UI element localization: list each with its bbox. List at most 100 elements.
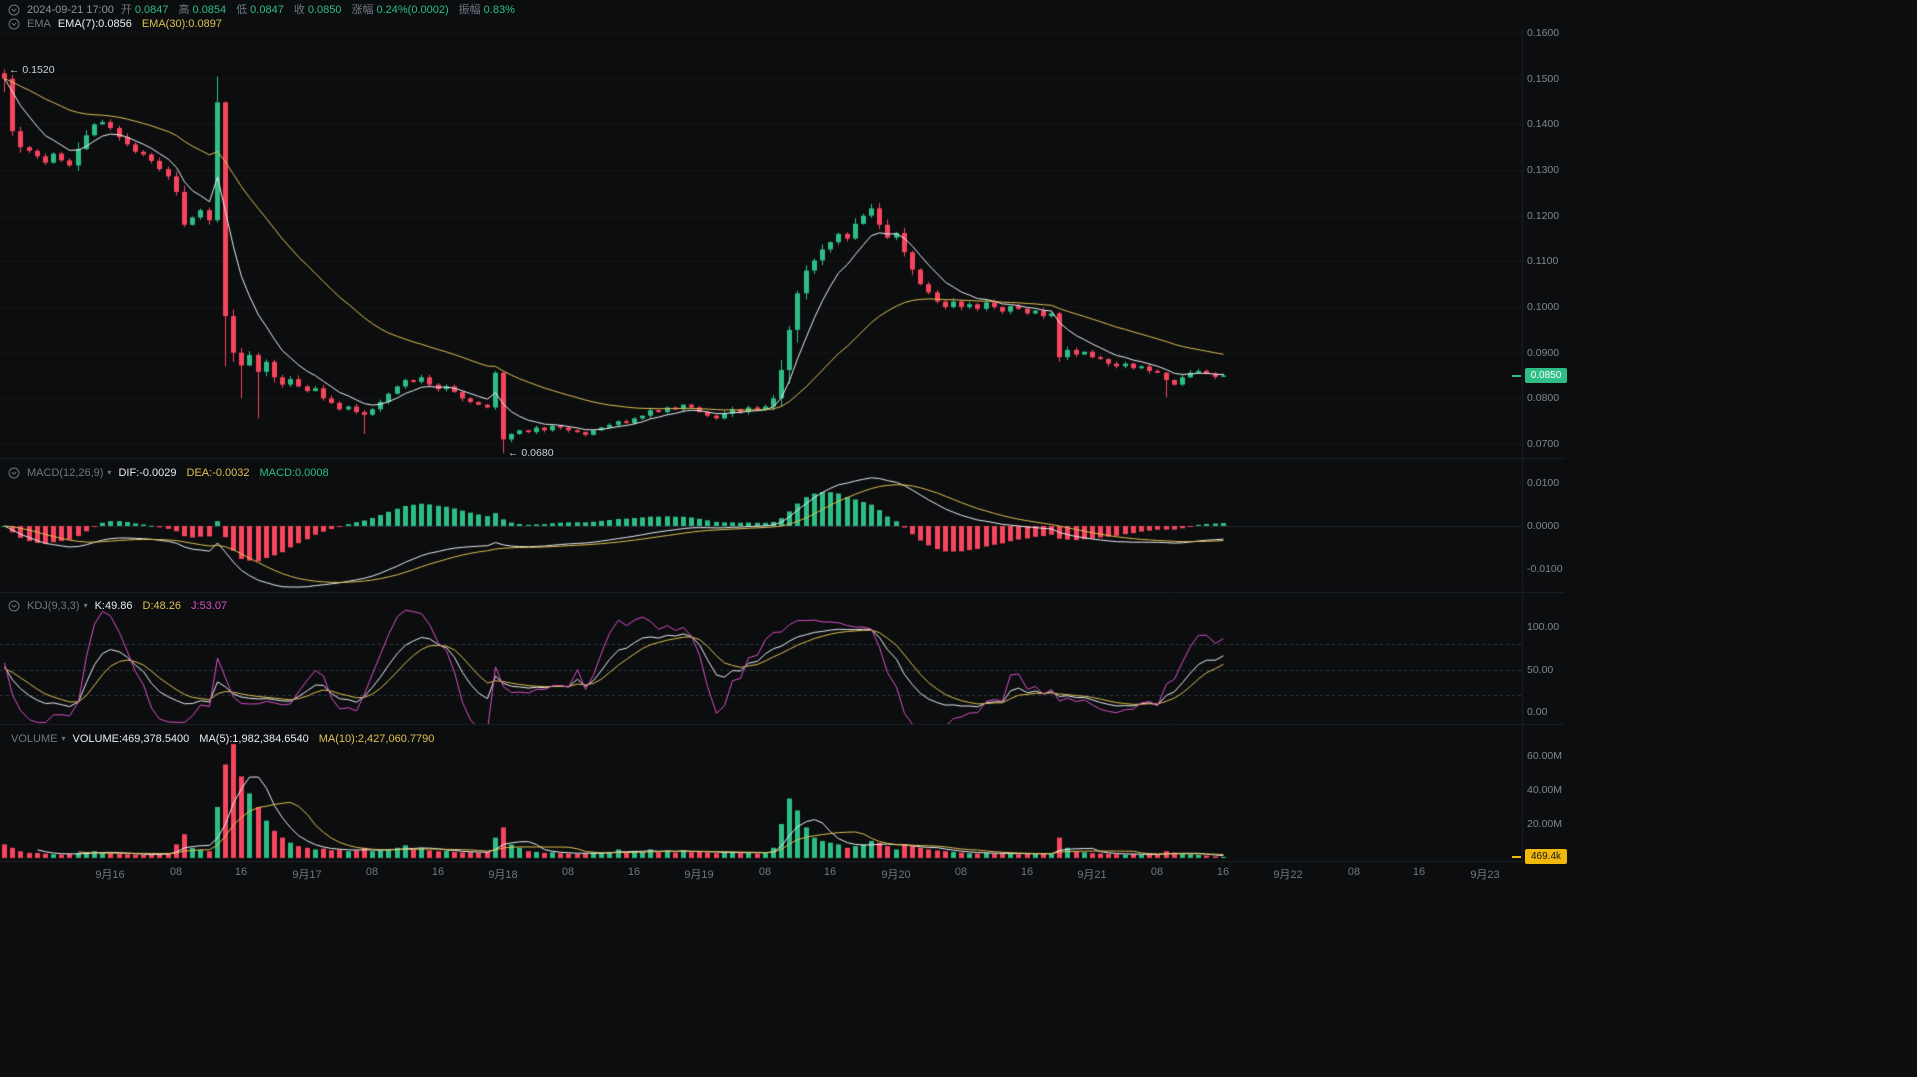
- axis-tick-label: 60.00M: [1527, 750, 1563, 762]
- indicator-value: K:49.86: [94, 600, 133, 612]
- kdj-indicator-label[interactable]: KDJ(9,3,3): [27, 600, 80, 612]
- ohlc-field-value: 0.83%: [483, 4, 515, 16]
- ema-indicator-label[interactable]: EMA: [27, 18, 51, 30]
- axis-tick-label: 50.00: [1527, 663, 1554, 676]
- indicator-value: MACD:0.0008: [259, 467, 329, 479]
- ohlc-field: 低 0.0847: [236, 3, 284, 17]
- ohlc-field: 收 0.0850: [294, 3, 342, 17]
- last-volume-badge: 469.4k: [1525, 849, 1567, 865]
- indicator-value: MA(10):2,427,060.7790: [318, 733, 435, 745]
- time-axis-label: 9月22: [1273, 869, 1303, 881]
- ohlc-fields: 开 0.0847 高 0.0854 低 0.0847 收 0.0850 涨幅 0.24%(0.00…: [121, 3, 515, 17]
- time-axis-label: 08: [365, 866, 379, 878]
- time-axis-label: 08: [954, 866, 968, 878]
- time-axis-label: 9月23: [1470, 869, 1500, 881]
- indicator-value: VOLUME:469,378.5400: [72, 733, 190, 745]
- caret-down-icon[interactable]: ▾: [83, 601, 88, 610]
- axis-tick-label: 20.00M: [1527, 818, 1563, 830]
- ohlc-field-value: 0.0847: [250, 4, 284, 16]
- last-price-tick-mark: [1512, 374, 1521, 377]
- indicator-value: MA(5):1,982,384.6540: [199, 733, 309, 745]
- caret-down-icon[interactable]: ▾: [107, 468, 112, 477]
- volume-legend-row: VOLUME ▾ VOLUME:469,378.5400 MA(5):1,982,…: [11, 732, 434, 746]
- ohlc-field-label: 涨幅: [351, 4, 374, 16]
- volume-indicator-label[interactable]: VOLUME: [11, 733, 58, 745]
- ohlc-header-row: 2024-09-21 17:00 开 0.0847 高 0.0854 低 0.0847 收 0…: [8, 3, 515, 17]
- ohlc-field-label: 低: [236, 4, 248, 16]
- time-axis-label: 16: [1020, 866, 1034, 878]
- time-axis-label: 16: [1216, 866, 1230, 878]
- caret-down-icon[interactable]: ▾: [61, 734, 66, 743]
- axis-tick-label: 0.1500: [1527, 72, 1560, 85]
- indicator-settings-icon[interactable]: [8, 467, 20, 479]
- kdj-values: K:49.86 D:48.26 J:53.07: [95, 599, 228, 613]
- macd-legend-row: MACD(12,26,9) ▾ DIF:-0.0029 DEA:-0.0032 MA…: [8, 466, 329, 480]
- time-axis-label: 08: [561, 866, 575, 878]
- last-volume-tick-mark: [1512, 856, 1521, 859]
- indicator-value: DIF:-0.0029: [118, 467, 177, 479]
- time-axis-label: 16: [234, 866, 248, 878]
- axis-tick-label: 0.1000: [1527, 301, 1560, 313]
- axis-tick-label: 0.0100: [1527, 477, 1560, 489]
- axis-tick-label: 0.1200: [1527, 209, 1560, 222]
- ohlc-field-value: 0.24%(0.0002): [376, 4, 449, 16]
- time-axis-label: 16: [1412, 866, 1426, 878]
- time-axis-label: 9月21: [1077, 869, 1107, 881]
- indicator-value: D:48.26: [142, 600, 182, 612]
- axis-tick-label: 0.0800: [1527, 392, 1560, 405]
- axis-tick-label: 0.0000: [1527, 520, 1560, 532]
- ohlc-field: 开 0.0847: [121, 3, 169, 17]
- indicator-value: DEA:-0.0032: [186, 467, 250, 479]
- price-annotation: ← 0.1520: [9, 63, 55, 76]
- axis-tick-label: 0.0900: [1527, 346, 1560, 359]
- time-axis-label: 08: [758, 866, 772, 878]
- indicator-settings-icon[interactable]: [8, 600, 20, 612]
- axis-tick-label: 0.0700: [1527, 438, 1560, 450]
- time-axis-label: 16: [823, 866, 837, 878]
- price-annotation: ← 0.0680: [508, 447, 554, 460]
- kdj-legend-row: KDJ(9,3,3) ▾ K:49.86 D:48.26 J:53.07: [8, 599, 227, 613]
- macd-values: DIF:-0.0029 DEA:-0.0032 MACD:0.0008: [118, 466, 328, 480]
- ohlc-field: 涨幅 0.24%(0.0002): [351, 3, 448, 17]
- ohlc-field-value: 0.0854: [192, 4, 227, 16]
- axis-tick-label: 0.1600: [1527, 27, 1560, 39]
- axis-tick-label: 0.1400: [1527, 118, 1560, 131]
- ema-values: EMA(7):0.0856 EMA(30):0.0897: [58, 17, 222, 31]
- axis-tick-label: 0.1100: [1527, 255, 1559, 268]
- ohlc-field-label: 开: [120, 4, 132, 16]
- time-axis-label: 08: [169, 866, 183, 878]
- ema-legend-row: EMA EMA(7):0.0856 EMA(30):0.0897: [8, 17, 222, 31]
- ohlc-field: 振幅 0.83%: [459, 3, 515, 17]
- axis-tick-label: 40.00M: [1527, 784, 1563, 796]
- macd-indicator-label[interactable]: MACD(12,26,9): [27, 467, 104, 479]
- time-axis-label: 08: [1150, 866, 1164, 878]
- indicator-value: J:53.07: [191, 600, 228, 612]
- ohlc-field-label: 收: [293, 4, 305, 16]
- ohlc-field-value: 0.0850: [307, 4, 342, 16]
- collapse-chevron-icon[interactable]: [8, 4, 20, 16]
- time-axis-label: 16: [627, 866, 641, 878]
- indicator-value: EMA(7):0.0856: [57, 18, 132, 30]
- time-axis-label: 9月17: [292, 869, 322, 881]
- ohlc-field: 高 0.0854: [179, 3, 227, 17]
- time-axis-label: 9月16: [95, 869, 125, 881]
- candle-timestamp: 2024-09-21 17:00: [27, 4, 114, 16]
- axis-tick-label: -0.0100: [1527, 563, 1563, 575]
- collapse-chevron-icon[interactable]: [8, 18, 20, 30]
- time-axis-label: 08: [1347, 866, 1361, 878]
- ohlc-field-label: 振幅: [458, 4, 481, 16]
- volume-values: VOLUME:469,378.5400 MA(5):1,982,384.6540 M…: [72, 732, 434, 746]
- time-axis-label: 9月20: [881, 869, 911, 881]
- ohlc-field-value: 0.0847: [134, 4, 169, 16]
- time-axis-label: 9月19: [684, 869, 714, 881]
- indicator-value: EMA(30):0.0897: [141, 18, 222, 30]
- last-price-badge: 0.0850: [1525, 367, 1567, 383]
- time-axis-label: 9月18: [488, 869, 518, 881]
- axis-tick-label: 0.00: [1527, 706, 1548, 718]
- axis-tick-label: 0.1300: [1527, 164, 1560, 176]
- ohlc-field-label: 高: [178, 4, 190, 16]
- time-axis-label: 16: [431, 866, 445, 878]
